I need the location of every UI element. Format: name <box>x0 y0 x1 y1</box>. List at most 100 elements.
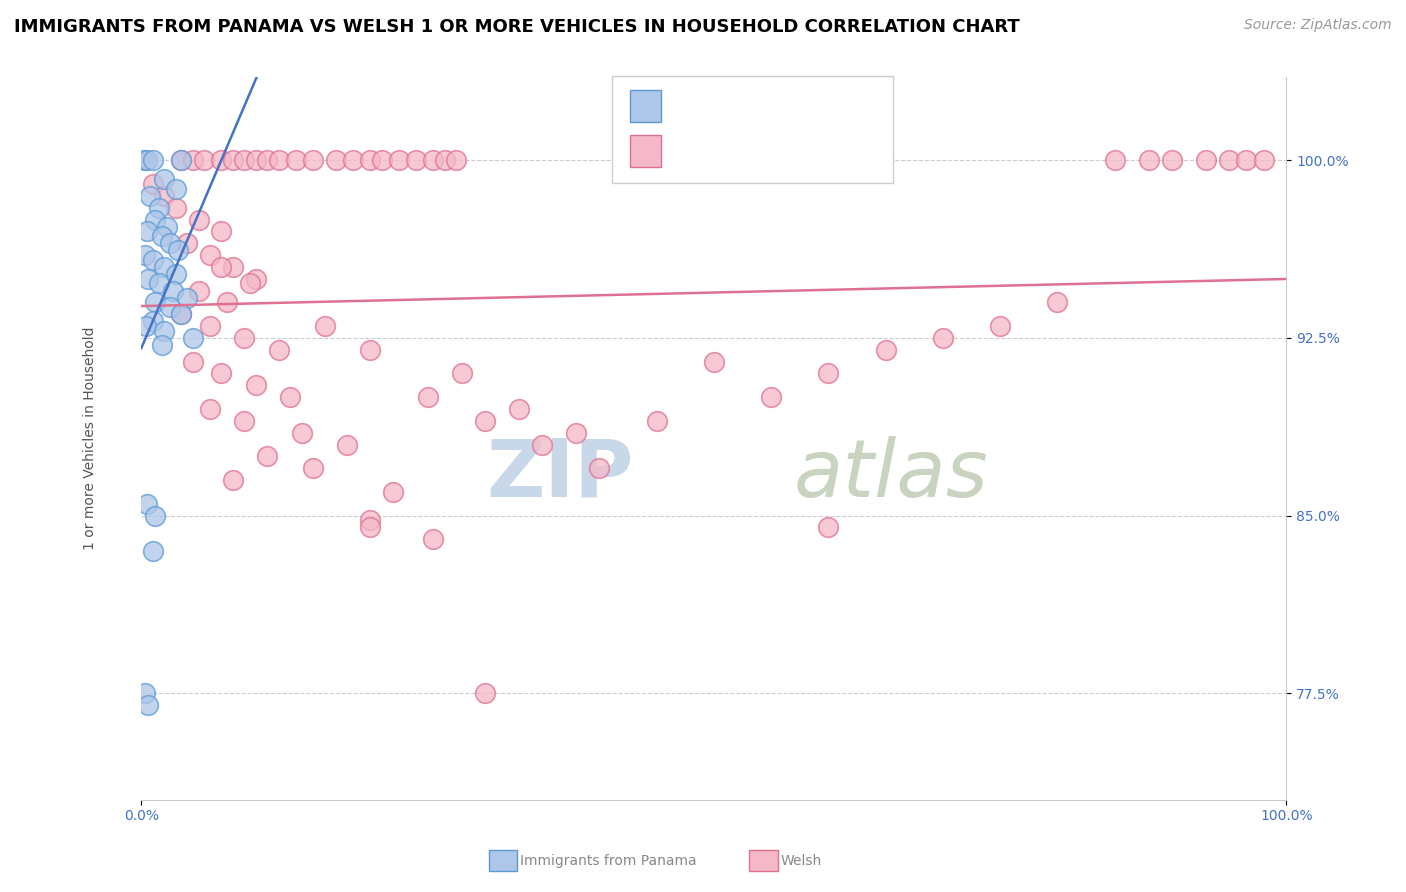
Point <box>932 331 955 345</box>
Point <box>134 248 156 262</box>
Point <box>233 153 256 168</box>
Point <box>508 402 530 417</box>
Point <box>645 414 668 428</box>
Point <box>302 153 325 168</box>
Point <box>359 153 381 168</box>
Point <box>382 484 405 499</box>
Point <box>170 307 193 321</box>
Point <box>153 324 176 338</box>
Point <box>416 390 439 404</box>
Point <box>150 229 173 244</box>
Point <box>759 390 782 404</box>
Point <box>136 698 159 712</box>
Point <box>588 461 610 475</box>
Point <box>359 513 381 527</box>
Text: N =: N = <box>756 98 790 112</box>
Point <box>165 182 187 196</box>
Point <box>211 224 233 238</box>
Point <box>136 153 159 168</box>
Point <box>142 544 165 558</box>
Point <box>155 219 177 234</box>
Text: Immigrants from Panama: Immigrants from Panama <box>520 854 697 868</box>
Point <box>1104 153 1126 168</box>
Point <box>181 153 204 168</box>
Point <box>165 201 187 215</box>
Point <box>153 189 176 203</box>
Point <box>267 343 290 357</box>
Point <box>187 212 209 227</box>
Point <box>222 473 245 487</box>
Point <box>198 248 221 262</box>
Point <box>134 686 156 700</box>
Point <box>142 314 165 328</box>
Point <box>1253 153 1275 168</box>
Text: 0.405: 0.405 <box>707 98 755 112</box>
Point <box>245 378 267 392</box>
Point <box>142 252 165 267</box>
Point <box>565 425 588 440</box>
Point <box>222 153 245 168</box>
Point <box>267 153 290 168</box>
Point <box>136 271 159 285</box>
Text: 82: 82 <box>792 143 813 157</box>
Point <box>314 319 336 334</box>
Point <box>988 319 1011 334</box>
Point <box>703 354 725 368</box>
Text: N =: N = <box>756 143 790 157</box>
Point <box>143 212 166 227</box>
Point <box>359 520 381 534</box>
Point <box>1161 153 1184 168</box>
Point <box>875 343 897 357</box>
Point <box>143 295 166 310</box>
Point <box>245 271 267 285</box>
Point <box>474 686 496 700</box>
Text: R =: R = <box>668 98 702 112</box>
Point <box>217 295 239 310</box>
Point <box>176 291 198 305</box>
Text: IMMIGRANTS FROM PANAMA VS WELSH 1 OR MORE VEHICLES IN HOUSEHOLD CORRELATION CHAR: IMMIGRANTS FROM PANAMA VS WELSH 1 OR MOR… <box>14 18 1019 36</box>
Point <box>181 331 204 345</box>
Text: R =: R = <box>668 143 702 157</box>
Point <box>325 153 347 168</box>
Point <box>136 224 159 238</box>
Point <box>135 319 157 334</box>
Point <box>371 153 394 168</box>
Text: atlas: atlas <box>794 435 988 514</box>
Text: ZIP: ZIP <box>486 435 634 514</box>
Point <box>222 260 245 274</box>
Point <box>176 236 198 251</box>
Text: 1 or more Vehicles in Household: 1 or more Vehicles in Household <box>83 326 97 550</box>
Point <box>198 319 221 334</box>
Point <box>153 260 176 274</box>
Point <box>359 343 381 357</box>
Point <box>148 277 170 291</box>
Point <box>1234 153 1257 168</box>
Point <box>233 414 256 428</box>
Point <box>1137 153 1160 168</box>
Point <box>150 338 173 352</box>
Point <box>817 520 839 534</box>
Point <box>170 307 193 321</box>
Point <box>1046 295 1069 310</box>
Point <box>181 354 204 368</box>
Point <box>170 153 193 168</box>
Point <box>433 153 456 168</box>
Point <box>284 153 307 168</box>
Text: Welsh: Welsh <box>780 854 821 868</box>
Text: Source: ZipAtlas.com: Source: ZipAtlas.com <box>1244 18 1392 32</box>
Text: 35: 35 <box>792 98 813 112</box>
Text: 0.285: 0.285 <box>707 143 755 157</box>
Point <box>211 367 233 381</box>
Point <box>451 367 474 381</box>
Point <box>256 450 278 464</box>
Point <box>422 533 444 547</box>
Point <box>187 284 209 298</box>
Point <box>170 153 193 168</box>
Point <box>291 425 314 440</box>
Point <box>165 267 187 281</box>
Point <box>531 437 554 451</box>
Point <box>474 414 496 428</box>
Point <box>1218 153 1240 168</box>
Point <box>142 153 165 168</box>
Point <box>1195 153 1218 168</box>
